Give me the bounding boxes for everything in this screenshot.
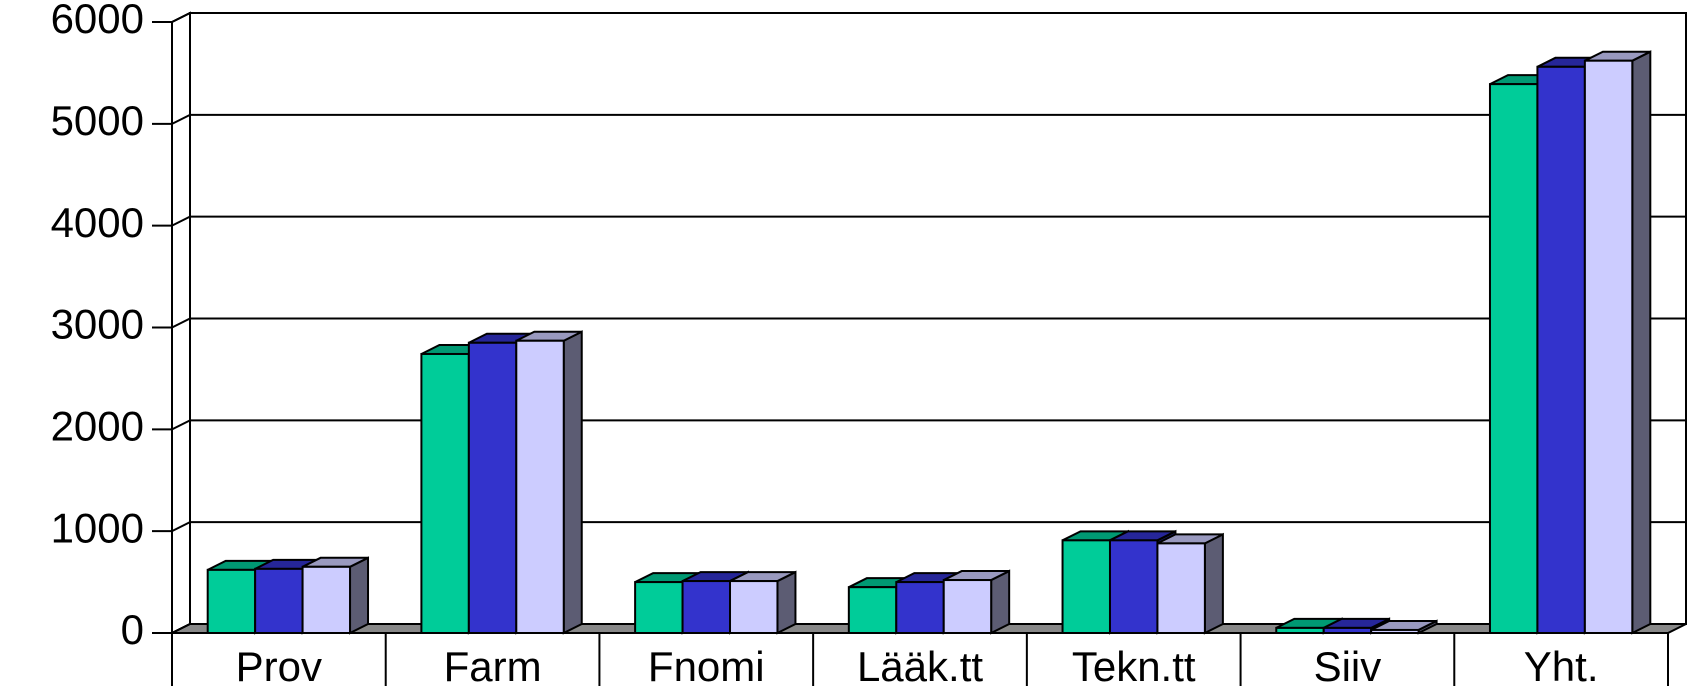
y-tick-label: 3000 xyxy=(51,301,144,348)
grid-line xyxy=(171,215,1686,227)
bar-front xyxy=(1156,542,1206,634)
bar xyxy=(1583,50,1652,635)
bar-front xyxy=(1488,83,1539,634)
bar-side xyxy=(1631,50,1652,635)
bar-front xyxy=(254,567,304,634)
x-tick-label: Farm xyxy=(444,643,542,686)
y-tick-label: 2000 xyxy=(51,402,144,449)
grid-line xyxy=(171,317,1686,329)
grid-line xyxy=(171,419,1686,431)
x-tick-label: Lääk.tt xyxy=(857,643,983,686)
y-tick-label: 4000 xyxy=(51,199,144,246)
y-tick-label: 5000 xyxy=(51,97,144,144)
bar xyxy=(1156,532,1224,635)
x-tick-label: Yht. xyxy=(1524,643,1599,686)
bar-side xyxy=(349,556,370,635)
bar-front xyxy=(206,568,257,635)
bar xyxy=(942,569,1011,635)
bar-front xyxy=(681,580,732,635)
bar-front xyxy=(1061,539,1111,634)
bar xyxy=(729,570,797,635)
bar-side xyxy=(990,569,1011,635)
grid-line xyxy=(171,113,1686,125)
bar-front xyxy=(1108,539,1159,634)
bar-front xyxy=(895,581,945,634)
y-tick-label: 6000 xyxy=(51,0,144,42)
x-tick-label: Tekn.tt xyxy=(1072,643,1196,686)
bar-front xyxy=(729,580,779,635)
x-tick-label: Prov xyxy=(236,643,322,686)
bar-front xyxy=(420,352,470,634)
grid-line xyxy=(171,521,1686,533)
bar-front xyxy=(634,581,684,634)
bar-front xyxy=(942,579,993,635)
bar-front xyxy=(467,341,518,634)
bar-front xyxy=(1583,59,1634,635)
bar-side xyxy=(776,570,797,635)
bar xyxy=(301,556,370,635)
y-tick-label: 0 xyxy=(121,606,144,653)
bar-front xyxy=(847,586,898,634)
bar-side xyxy=(1203,532,1224,635)
bar xyxy=(1370,619,1438,635)
x-tick-label: Siiv xyxy=(1314,643,1382,686)
bar-front xyxy=(1536,65,1586,635)
bar-front xyxy=(1370,628,1420,635)
grid-line xyxy=(171,12,1686,23)
bar-front xyxy=(301,565,352,635)
bar-side xyxy=(562,330,583,635)
bar xyxy=(515,330,583,635)
bar-front xyxy=(515,339,565,634)
bar-front xyxy=(1322,626,1373,634)
bar-front xyxy=(1275,626,1325,634)
x-tick-label: Fnomi xyxy=(648,643,765,686)
y-tick-label: 1000 xyxy=(51,504,144,551)
